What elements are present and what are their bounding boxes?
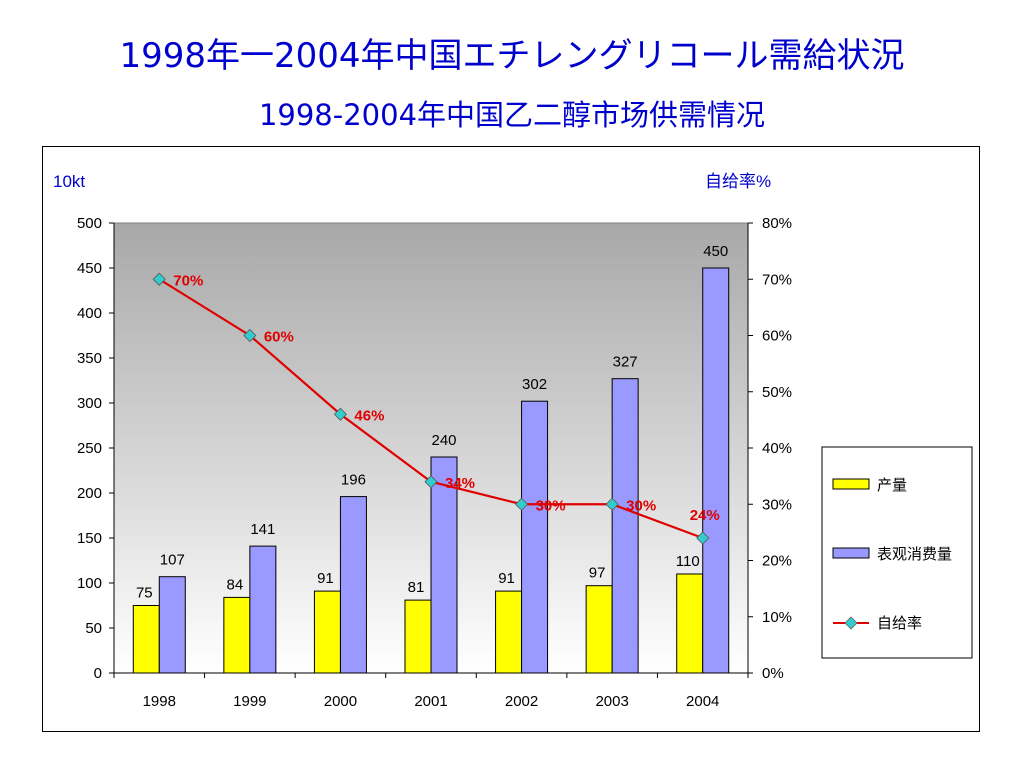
x-axis: 1998 1999 2000 2001 2002 2003 2004 xyxy=(113,672,749,710)
bar-consumption xyxy=(521,400,549,674)
bar-production xyxy=(313,590,341,674)
left-axis-unit: 10kt xyxy=(53,172,85,191)
selfsufficiency-label: 30% xyxy=(626,497,656,514)
bar-series: 75 107 84 141 91 196 81 240 91 302 97 327 110 450 xyxy=(132,243,730,674)
selfsufficiency-point xyxy=(152,272,166,286)
x-tick-label: 1998 xyxy=(143,693,176,710)
page-title: 1998年一2004年中国エチレングリコール需給状況 xyxy=(119,36,905,76)
legend-swatch-production xyxy=(832,478,870,490)
legend: 产量 表观消费量 自给率 xyxy=(821,446,973,659)
bar-production-label: 91 xyxy=(317,570,334,587)
right-tick-label: 50% xyxy=(762,384,792,401)
left-tick-label: 400 xyxy=(77,305,102,322)
bar-consumption-label: 327 xyxy=(613,354,638,371)
selfsufficiency-label: 30% xyxy=(536,497,566,514)
bar-consumption xyxy=(249,545,277,674)
x-tick-label: 2003 xyxy=(595,693,628,710)
right-tick-label: 30% xyxy=(762,496,792,513)
left-tick-label: 0 xyxy=(94,665,102,682)
legend-label-production: 产量 xyxy=(877,476,907,494)
bar-production-label: 84 xyxy=(227,576,244,593)
left-tick-label: 500 xyxy=(77,215,102,232)
selfsufficiency-point xyxy=(333,407,347,421)
left-tick-label: 250 xyxy=(77,440,102,457)
left-tick-label: 350 xyxy=(77,350,102,367)
bar-production xyxy=(585,585,613,674)
bar-production xyxy=(223,596,251,674)
x-tick-label: 2004 xyxy=(686,693,719,710)
right-tick-label: 40% xyxy=(762,440,792,457)
selfsufficiency-label: 46% xyxy=(354,407,384,424)
bar-consumption xyxy=(611,378,639,674)
selfsufficiency-point xyxy=(605,497,619,511)
selfsufficiency-label: 24% xyxy=(690,507,720,524)
legend-label-consumption: 表观消费量 xyxy=(877,545,952,563)
left-tick-label: 300 xyxy=(77,395,102,412)
right-tick-label: 0% xyxy=(762,665,784,682)
selfsufficiency-label: 34% xyxy=(445,475,475,492)
bar-consumption xyxy=(339,496,367,674)
selfsufficiency-label: 70% xyxy=(173,272,203,289)
bar-production xyxy=(132,605,160,674)
bar-consumption-label: 141 xyxy=(250,521,275,538)
bar-consumption-label: 196 xyxy=(341,472,366,489)
x-tick-label: 2000 xyxy=(324,693,357,710)
bar-production-label: 75 xyxy=(136,585,153,602)
legend-label-selfsufficiency: 自给率 xyxy=(877,614,922,632)
line-series: 70% 60% 46% 34% 30% 30% 24% xyxy=(152,272,720,545)
right-tick-label: 10% xyxy=(762,609,792,626)
left-tick-label: 50 xyxy=(85,620,102,637)
legend-marker-selfsufficiency xyxy=(844,616,858,630)
x-tick-label: 1999 xyxy=(233,693,266,710)
bar-consumption-label: 107 xyxy=(160,552,185,569)
selfsufficiency-point xyxy=(696,531,710,545)
page-subtitle: 1998-2004年中国乙二醇市场供需情况 xyxy=(258,98,766,132)
bar-consumption xyxy=(430,456,458,674)
bar-consumption-label: 450 xyxy=(703,243,728,260)
bar-production-label: 110 xyxy=(676,553,700,570)
right-axis: 0% 10% 20% 30% 40% 50% 60% 70% 80% xyxy=(747,215,792,682)
right-axis-unit: 自给率% xyxy=(705,172,771,191)
bar-production xyxy=(404,599,432,674)
bar-consumption xyxy=(158,576,186,674)
left-tick-label: 200 xyxy=(77,485,102,502)
left-tick-label: 150 xyxy=(77,530,102,547)
bar-consumption-label: 240 xyxy=(431,432,456,449)
right-tick-label: 20% xyxy=(762,553,792,570)
bar-production xyxy=(676,573,704,674)
bar-production-label: 97 xyxy=(589,565,606,582)
selfsufficiency-label: 60% xyxy=(264,329,294,346)
selfsufficiency-point xyxy=(515,497,529,511)
left-tick-label: 450 xyxy=(77,260,102,277)
chart-frame: 0 50 100 150 200 250 300 350 400 450 500 0% 10% 20% 3… xyxy=(42,146,980,732)
left-tick-label: 100 xyxy=(77,575,102,592)
bar-production-label: 81 xyxy=(408,579,425,596)
bar-production-label: 91 xyxy=(498,570,515,587)
chart-svg: 0 50 100 150 200 250 300 350 400 450 500 0% 10% 20% 3… xyxy=(53,172,973,710)
right-tick-label: 60% xyxy=(762,328,792,345)
right-tick-label: 80% xyxy=(762,215,792,232)
selfsufficiency-point xyxy=(243,328,257,343)
x-tick-label: 2002 xyxy=(505,693,538,710)
legend-swatch-consumption xyxy=(832,547,870,559)
bar-consumption xyxy=(702,267,730,674)
bar-consumption-label: 302 xyxy=(522,376,547,393)
left-axis: 0 50 100 150 200 250 300 350 400 450 500 xyxy=(77,215,115,682)
selfsufficiency-point xyxy=(424,475,438,489)
bar-production xyxy=(495,590,523,674)
right-tick-label: 70% xyxy=(762,271,792,288)
x-tick-label: 2001 xyxy=(414,693,447,710)
